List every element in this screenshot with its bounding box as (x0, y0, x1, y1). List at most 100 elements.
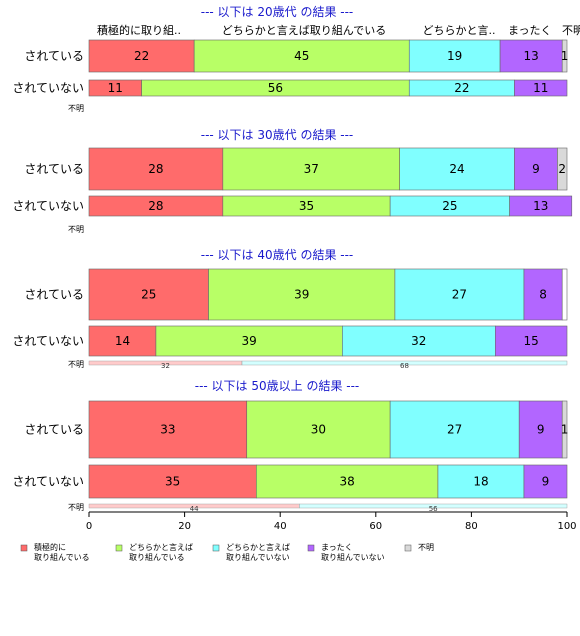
data-label: 22 (454, 81, 469, 95)
bar-segment (499, 39, 563, 73)
bar-segment (408, 39, 501, 73)
bar-segment (88, 400, 248, 459)
legend-swatch (20, 544, 28, 552)
bar-segment (509, 195, 573, 217)
row-label: されていない (12, 475, 84, 489)
legend-label: どちらかと言えば (129, 542, 193, 552)
data-label: 37 (304, 162, 319, 176)
data-label: 39 (241, 334, 256, 348)
bar-segment (88, 147, 224, 191)
x-tick-label: 0 (86, 521, 92, 532)
bar-segment (88, 464, 257, 499)
data-label: 38 (339, 475, 354, 489)
data-label: 39 (294, 288, 309, 302)
data-label: 35 (165, 475, 180, 489)
data-label: 25 (442, 199, 457, 213)
row-label: されている (24, 49, 84, 63)
bar-segment (561, 39, 568, 73)
data-label: 45 (294, 49, 309, 63)
bar-segment (523, 464, 568, 499)
data-label: 13 (533, 199, 548, 213)
x-tick-label: 100 (557, 521, 576, 532)
row-label: されている (24, 288, 84, 302)
x-tick-label: 80 (465, 521, 478, 532)
bar-segment (342, 325, 496, 357)
bar-segment (155, 325, 343, 357)
x-tick-label: 60 (369, 521, 382, 532)
data-label: 9 (542, 475, 550, 489)
data-label: 56 (268, 81, 283, 95)
column-header: どちらかと言えば取り組んでいる (222, 24, 386, 37)
column-header: 積極的に取り組.. (97, 23, 181, 37)
bar-segment (246, 400, 391, 459)
legend-label: どちらかと言えば (226, 542, 290, 552)
data-label: 32 (411, 334, 426, 348)
data-label: 33 (160, 423, 175, 437)
data-label: 28 (148, 199, 163, 213)
bar-segment (399, 147, 515, 191)
data-label: 9 (532, 162, 540, 176)
data-label: 25 (141, 288, 156, 302)
data-label: 13 (524, 49, 539, 63)
row-label-unknown: 不明 (68, 225, 84, 234)
unknown-data-label: 68 (400, 362, 409, 370)
legend-label: まったく (321, 543, 353, 552)
section-title: --- 以下は 20歳代 の結果 --- (201, 5, 354, 19)
bar-segment (88, 325, 157, 357)
bar-segment (518, 400, 563, 459)
row-label: されている (24, 423, 84, 437)
bar-segment (394, 268, 525, 321)
data-label: 18 (473, 475, 488, 489)
data-label: 2 (558, 162, 566, 176)
legend-swatch (404, 544, 412, 552)
data-label: 35 (299, 199, 314, 213)
data-label: 15 (524, 334, 539, 348)
bar-segment (494, 325, 568, 357)
bar-segment (561, 400, 568, 459)
row-label-unknown: 不明 (68, 104, 84, 113)
legend-swatch (212, 544, 220, 552)
data-label: 1 (561, 49, 569, 63)
data-label: 24 (449, 162, 464, 176)
legend-label: 取り組んでいない (321, 552, 385, 562)
legend-label: 取り組んでいる (34, 552, 90, 562)
legend-swatch (115, 544, 123, 552)
bar-segment-empty (561, 268, 568, 321)
data-label: 27 (447, 423, 462, 437)
bar-segment (193, 39, 410, 73)
unknown-bar-segment (241, 360, 568, 366)
x-tick-label: 40 (274, 521, 287, 532)
data-label: 11 (533, 81, 548, 95)
legend-label: 不明 (418, 543, 434, 552)
section-title: --- 以下は 40歳代 の結果 --- (201, 248, 354, 262)
section-title: --- 以下は 30歳代 の結果 --- (201, 128, 354, 142)
bar-segment (88, 39, 195, 73)
unknown-data-label: 44 (190, 505, 199, 513)
row-label-unknown: 不明 (68, 503, 84, 512)
data-label: 19 (447, 49, 462, 63)
unknown-data-label: 32 (161, 362, 170, 370)
data-label: 28 (148, 162, 163, 176)
data-label: 27 (452, 288, 467, 302)
data-label: 9 (537, 423, 545, 437)
row-label-unknown: 不明 (68, 360, 84, 369)
section-title: --- 以下は 50歳以上 の結果 --- (195, 379, 360, 393)
unknown-data-label: 56 (429, 505, 438, 513)
data-label: 8 (539, 288, 547, 302)
bar-segment (389, 400, 520, 459)
column-header: どちらかと言.. (423, 24, 496, 37)
legend-label: 積極的に (34, 542, 66, 552)
row-label: されていない (12, 334, 84, 348)
bar-segment (437, 464, 525, 499)
data-label: 1 (561, 423, 569, 437)
legend-swatch (307, 544, 315, 552)
row-label: されている (24, 162, 84, 176)
data-label: 11 (108, 81, 123, 95)
data-label: 14 (115, 334, 130, 348)
legend-label: 取り組んでいない (226, 552, 290, 562)
bar-segment (557, 147, 568, 191)
unknown-bar-segment (299, 503, 568, 509)
bar-segment (208, 268, 396, 321)
x-tick-label: 20 (178, 521, 191, 532)
